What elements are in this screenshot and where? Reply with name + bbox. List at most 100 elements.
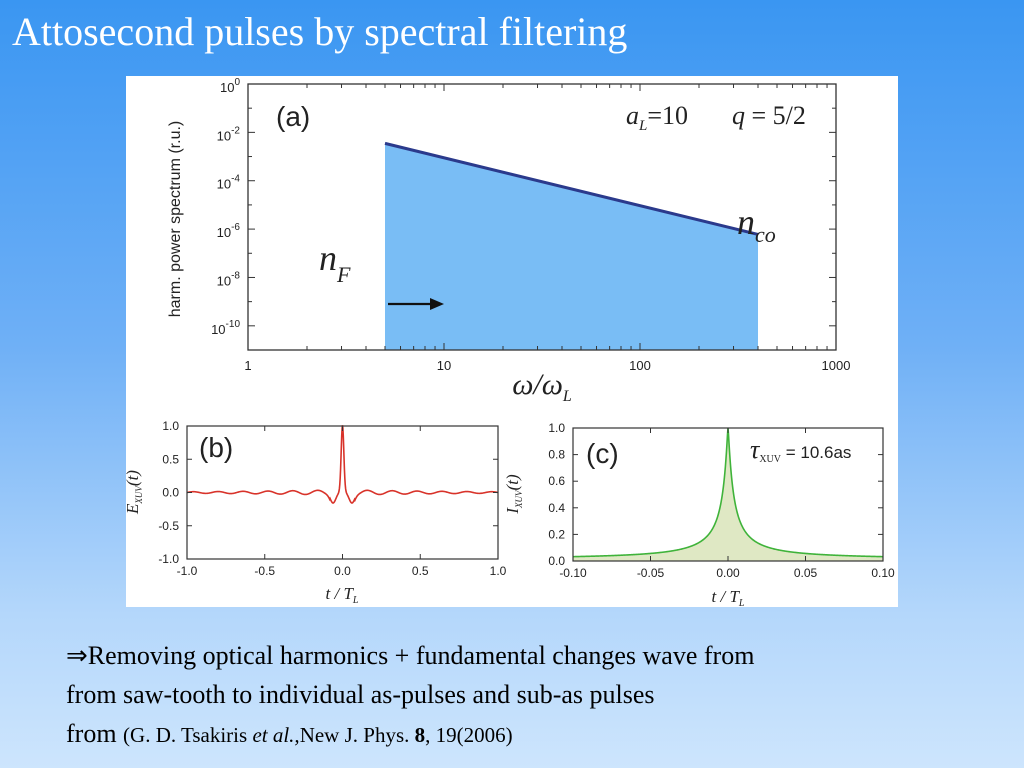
- y-tick-label: 10-10: [211, 319, 240, 337]
- n-co-sub: co: [755, 222, 776, 247]
- panel-b: -1.0 -0.5 0.0 0.5 1.0 1.0 0.5 0.0 -0.5 -1.0 (b) E…: [126, 419, 507, 606]
- y-tick-exponent: -6: [231, 222, 240, 233]
- n-F-label: nF: [319, 238, 351, 287]
- param-aL-sub: L: [638, 118, 647, 134]
- y-tick-base: 10: [217, 225, 231, 240]
- caption-line-1-text: Removing optical harmonics + fundamental…: [87, 641, 755, 670]
- panel-b-xlabel-sub: L: [352, 595, 359, 606]
- y-tick-label: 10-2: [217, 125, 241, 143]
- panel-c-ylabel-sub: XUV: [514, 489, 524, 509]
- y-tick-exponent: 0: [234, 77, 240, 88]
- implies-arrow: ⇒: [66, 641, 88, 670]
- reference-authors: (G. D. Tsakiris: [123, 723, 253, 747]
- panel-a-label: (a): [276, 101, 310, 132]
- x-tick-label: 10: [437, 358, 451, 373]
- panel-b-xlabel: t / TL: [326, 584, 359, 606]
- param-q-value: = 5/2: [745, 101, 806, 130]
- y-tick-label: 0.8: [548, 448, 565, 462]
- y-tick-label: -1.0: [158, 552, 179, 566]
- param-q: q = 5/2: [732, 101, 806, 130]
- y-tick-label: 0.2: [548, 527, 565, 541]
- panel-b-ylabel: EXUV(t): [126, 470, 144, 515]
- x-tick-label: 1.0: [490, 564, 507, 578]
- y-tick-label: 100: [220, 77, 240, 95]
- y-tick-label: 1.0: [548, 421, 565, 435]
- panel-b-ticks: -1.0 -0.5 0.0 0.5 1.0 1.0 0.5 0.0 -0.5 -1.0: [158, 419, 506, 578]
- x-tick-label: 0.10: [871, 566, 895, 580]
- panel-a-xlabel: ω/ωL: [512, 368, 572, 405]
- x-tick-label: -0.05: [637, 566, 665, 580]
- x-tick-label: 0.5: [412, 564, 429, 578]
- reference-etal: et al.,: [252, 723, 300, 747]
- param-q-symbol: q: [732, 101, 745, 130]
- panel-b-label: (b): [199, 432, 233, 463]
- x-tick-label: 1: [244, 358, 251, 373]
- figure: 100 10-2 10-4 10-6 10-8 10-10 1 10 100 1000 (a) a…: [126, 76, 898, 607]
- x-tick-label: 0.00: [716, 566, 740, 580]
- panel-c-xlabel-sub: L: [738, 598, 745, 607]
- tau-value: = 10.6as: [781, 443, 851, 462]
- x-tick-label: -1.0: [177, 564, 198, 578]
- caption-line-3-prefix: from: [66, 719, 124, 748]
- panel-c: -0.10 -0.05 0.00 0.05 0.10 1.0 0.8 0.6 0.4 0.2 0.0…: [503, 421, 895, 607]
- y-tick-label: 10-8: [217, 270, 241, 288]
- y-tick-exponent: -2: [231, 125, 240, 136]
- field-curve: [186, 425, 499, 504]
- y-tick-label: 0.0: [162, 486, 179, 500]
- panel-c-xlabel-main: t / T: [712, 587, 741, 606]
- direction-arrow: [388, 298, 444, 310]
- n-F-symbol: n: [319, 238, 337, 278]
- intensity-fill: [573, 428, 883, 561]
- direction-arrow-head: [430, 298, 444, 310]
- spectrum-area: [384, 141, 759, 350]
- tau-sub: XUV: [759, 454, 781, 465]
- n-F-sub: F: [336, 262, 351, 287]
- reference-journal: New J. Phys.: [299, 723, 415, 747]
- x-tick-label: -0.5: [254, 564, 275, 578]
- panel-c-ticks: -0.10 -0.05 0.00 0.05 0.10 1.0 0.8 0.6 0.4 0.2 0.0: [548, 421, 895, 580]
- panel-c-xlabel: t / TL: [712, 587, 745, 607]
- x-tick-label: 0.0: [334, 564, 351, 578]
- panel-b-ylabel-sub: XUV: [134, 485, 144, 505]
- y-tick-label: 10-6: [217, 222, 241, 240]
- y-tick-base: 10: [217, 177, 231, 192]
- caption-line-2: from saw-tooth to individual as-pulses a…: [66, 680, 655, 709]
- spectrum-fill: [384, 143, 759, 350]
- x-tick-label: 100: [629, 358, 651, 373]
- panel-c-ylabel-tail: (t): [503, 474, 522, 490]
- panel-b-ylabel-main: E: [126, 503, 142, 515]
- y-tick-base: 10: [211, 322, 225, 337]
- tau-annotation: τXUV = 10.6as: [750, 435, 851, 465]
- panel-a-xlabel-sub: L: [562, 388, 572, 405]
- tau-symbol: τ: [750, 435, 761, 464]
- y-tick-exponent: -8: [231, 270, 240, 281]
- panel-c-label: (c): [586, 438, 619, 469]
- y-tick-base: 10: [220, 80, 234, 95]
- n-co-label: nco: [737, 202, 776, 247]
- x-tick-label: 0.05: [794, 566, 818, 580]
- panel-b-ylabel-tail: (t): [126, 470, 142, 486]
- y-tick-label: 1.0: [162, 419, 179, 433]
- panel-c-ylabel: IXUV(t): [503, 474, 524, 515]
- y-tick-exponent: -10: [226, 319, 241, 330]
- param-aL: aL=10: [626, 101, 688, 134]
- param-aL-value: =10: [647, 101, 688, 130]
- panel-c-ylabel-main: I: [503, 507, 522, 515]
- x-tick-label: -0.10: [559, 566, 587, 580]
- reference-pages: , 19(2006): [425, 723, 513, 747]
- y-tick-exponent: -4: [231, 174, 240, 185]
- y-tick-base: 10: [217, 128, 231, 143]
- param-aL-symbol: a: [626, 101, 639, 130]
- panel-b-xlabel-main: t / T: [326, 584, 355, 603]
- y-tick-label: -0.5: [158, 519, 179, 533]
- x-tick-label: 1000: [822, 358, 851, 373]
- n-co-symbol: n: [737, 202, 755, 242]
- caption-line-3: from (G. D. Tsakiris et al.,New J. Phys.…: [66, 714, 1006, 755]
- y-tick-label: 0.6: [548, 474, 565, 488]
- reference-volume: 8: [414, 723, 426, 747]
- panel-a-frame: [247, 83, 837, 351]
- caption: ⇒Removing optical harmonics + fundamenta…: [66, 636, 1006, 755]
- y-tick-label: 10-4: [217, 174, 241, 192]
